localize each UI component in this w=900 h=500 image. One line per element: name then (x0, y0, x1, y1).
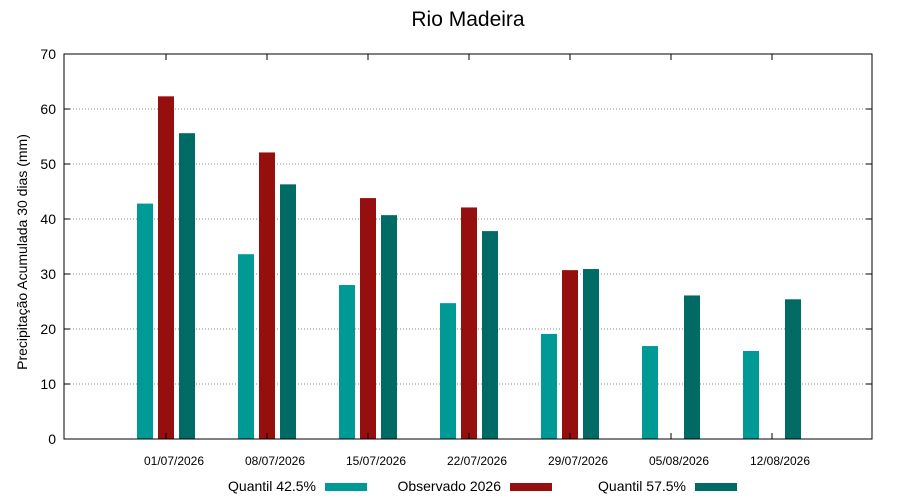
bar (482, 231, 498, 439)
x-axis-ticks: 01/07/2026 08/07/2026 15/07/2026 22/07/2026… (144, 54, 810, 468)
bar (339, 285, 355, 439)
legend-label: Observado 2026 (397, 478, 501, 494)
y-tick-label: 70 (40, 46, 56, 62)
bar (562, 270, 578, 439)
x-tick-label: 15/07/2026 (346, 454, 406, 468)
y-tick-label: 30 (40, 266, 56, 282)
y-tick-label: 50 (40, 156, 56, 172)
y-axis-ticks: 0 10 20 30 40 50 60 70 (40, 46, 872, 447)
bar (360, 198, 376, 439)
x-tick-label: 12/08/2026 (750, 454, 810, 468)
bar (137, 203, 153, 439)
x-tick-label: 01/07/2026 (144, 454, 204, 468)
x-tick-label: 08/07/2026 (245, 454, 305, 468)
legend-swatch (695, 483, 737, 491)
bar (259, 152, 275, 439)
plot-frame (63, 53, 873, 440)
bar (381, 215, 397, 439)
bar (440, 303, 456, 439)
y-tick-label: 0 (48, 431, 56, 447)
x-tick-label: 22/07/2026 (447, 454, 507, 468)
bar (583, 269, 599, 439)
chart-title: Rio Madeira (411, 8, 525, 31)
bars (137, 96, 801, 439)
bar (743, 351, 759, 439)
bar (280, 184, 296, 439)
legend-swatch (510, 483, 552, 491)
y-tick-label: 20 (40, 321, 56, 337)
x-tick-label: 29/07/2026 (548, 454, 608, 468)
legend-label: Quantil 42.5% (228, 478, 316, 494)
bar (238, 254, 254, 439)
bar (179, 133, 195, 439)
bar (642, 346, 658, 439)
y-axis-label: Precipitação Acumulada 30 dias (mm) (14, 134, 30, 370)
legend-label: Quantil 57.5% (598, 478, 686, 494)
bar (541, 333, 557, 439)
y-tick-label: 10 (40, 376, 56, 392)
bar (158, 96, 174, 439)
y-tick-label: 40 (40, 211, 56, 227)
bar (785, 299, 801, 439)
legend: Quantil 42.5% Observado 2026 Quantil 57.5% (228, 478, 737, 494)
bar (684, 295, 700, 439)
bar (461, 207, 477, 439)
legend-swatch (325, 483, 367, 491)
y-tick-label: 60 (40, 101, 56, 117)
x-tick-label: 05/08/2026 (649, 454, 709, 468)
